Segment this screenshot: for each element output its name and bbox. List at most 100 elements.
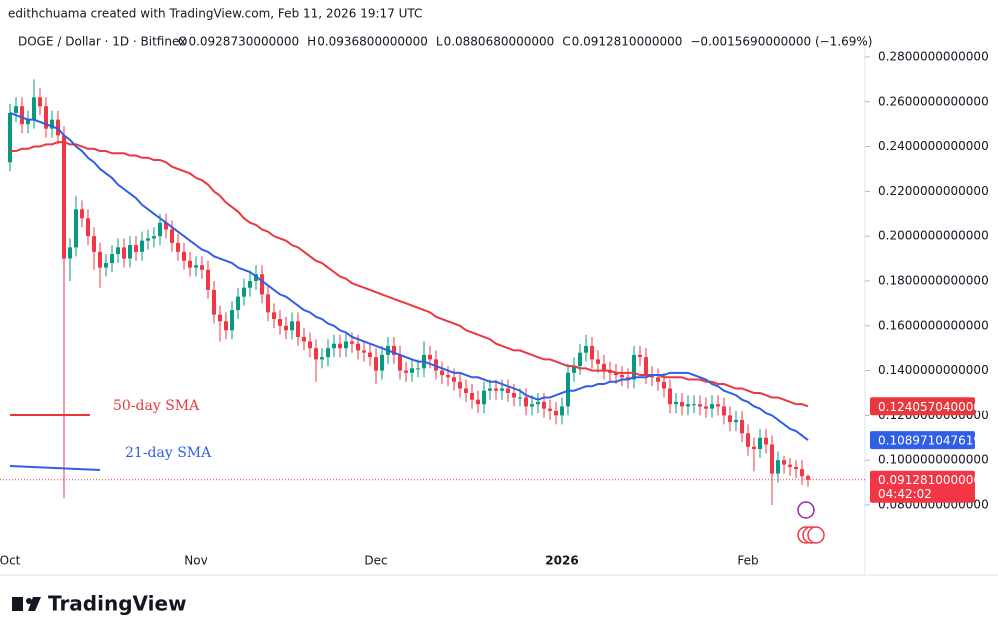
candle-body bbox=[260, 274, 264, 295]
candle-body bbox=[68, 247, 72, 259]
candle-body bbox=[500, 388, 504, 391]
ohlc-key: L bbox=[436, 35, 443, 49]
logo-mark bbox=[28, 597, 41, 611]
candle-body bbox=[62, 135, 66, 259]
y-tick-label: 0.1000000000000 bbox=[878, 453, 989, 467]
candle-body bbox=[644, 357, 648, 376]
candle-body bbox=[158, 222, 162, 237]
candle-body bbox=[314, 348, 318, 360]
candle-body bbox=[338, 343, 342, 349]
candle-body bbox=[392, 345, 396, 355]
candle-body bbox=[98, 251, 102, 268]
candle-body bbox=[620, 375, 624, 378]
y-tick-label: 0.2800000000000 bbox=[878, 49, 989, 63]
ohlc-value: 0.0912810000000 bbox=[572, 35, 683, 49]
candle-body bbox=[188, 260, 192, 268]
candle-body bbox=[50, 119, 54, 129]
candle-body bbox=[296, 321, 300, 337]
candle-body bbox=[80, 209, 84, 219]
candle-body bbox=[56, 119, 60, 136]
candle-body bbox=[266, 294, 270, 313]
candle-body bbox=[374, 357, 378, 371]
candle-body bbox=[482, 390, 486, 405]
candle-body bbox=[164, 222, 168, 230]
candle-body bbox=[590, 345, 594, 360]
candle-body bbox=[764, 437, 768, 445]
plot-area bbox=[0, 79, 865, 505]
countdown: 04:42:02 bbox=[878, 487, 932, 501]
legend-label: 21-day SMA bbox=[125, 445, 212, 461]
candle-body bbox=[710, 404, 714, 409]
candle-body bbox=[356, 343, 360, 351]
candle-body bbox=[26, 119, 30, 125]
x-tick-label: Nov bbox=[184, 554, 207, 568]
candle-body bbox=[410, 368, 414, 373]
candle-body bbox=[230, 310, 234, 331]
candle-body bbox=[578, 352, 582, 367]
candle-body bbox=[584, 345, 588, 353]
y-tick-label: 0.1800000000000 bbox=[878, 273, 989, 287]
candle-body bbox=[308, 341, 312, 349]
candle-body bbox=[134, 245, 138, 252]
candle-body bbox=[176, 242, 180, 252]
candle-body bbox=[38, 97, 42, 107]
sma-line bbox=[10, 141, 809, 408]
candle-body bbox=[602, 363, 606, 371]
candle-body bbox=[530, 404, 534, 407]
candle-body bbox=[194, 265, 198, 268]
candle-body bbox=[740, 419, 744, 434]
candle-body bbox=[242, 287, 246, 297]
candle-body bbox=[686, 404, 690, 407]
candle-body bbox=[224, 321, 228, 331]
y-tick-label: 0.2400000000000 bbox=[878, 139, 989, 153]
candle-body bbox=[554, 410, 558, 416]
candle-body bbox=[290, 321, 294, 331]
candle-body bbox=[728, 415, 732, 423]
candle-body bbox=[284, 325, 288, 331]
candle-body bbox=[104, 263, 108, 268]
candle-body bbox=[794, 466, 798, 470]
candle-body bbox=[758, 437, 762, 449]
price-badge bbox=[870, 397, 975, 416]
candle-body bbox=[368, 352, 372, 358]
candle-body bbox=[518, 397, 522, 399]
candle-body bbox=[614, 372, 618, 376]
candle-body bbox=[512, 392, 516, 398]
legend-swatch bbox=[9, 465, 101, 471]
candle-body bbox=[380, 354, 384, 371]
candle-body bbox=[632, 354, 636, 380]
y-tick-label: 0.1400000000000 bbox=[878, 363, 989, 377]
candle-body bbox=[572, 366, 576, 373]
candle-body bbox=[776, 460, 780, 474]
candle-body bbox=[788, 464, 792, 467]
candle-body bbox=[128, 245, 132, 259]
candle-body bbox=[404, 370, 408, 373]
legend-label: 50-day SMA bbox=[113, 398, 200, 414]
candle-body bbox=[8, 112, 12, 163]
candle-body bbox=[656, 377, 660, 382]
candle-body bbox=[494, 388, 498, 391]
candle-body bbox=[698, 404, 702, 407]
logo: TradingView bbox=[12, 592, 187, 616]
candle-body bbox=[674, 401, 678, 405]
candle-body bbox=[542, 401, 546, 409]
candle-body bbox=[332, 343, 336, 349]
candle-body bbox=[416, 368, 420, 370]
candle-body bbox=[746, 433, 750, 447]
candle-body bbox=[704, 406, 708, 409]
ohlc-key: O bbox=[178, 35, 187, 49]
x-tick-label: Feb bbox=[737, 554, 758, 568]
candle-body bbox=[206, 269, 210, 290]
price-change: −0.0015690000000 (−1.69%) bbox=[690, 35, 872, 49]
candle-body bbox=[800, 469, 804, 477]
y-tick-label: 0.2000000000000 bbox=[878, 229, 989, 243]
candle-body bbox=[650, 375, 654, 378]
candle-body bbox=[806, 476, 810, 480]
candle-body bbox=[344, 341, 348, 349]
candle-body bbox=[782, 460, 786, 465]
candle-body bbox=[470, 392, 474, 400]
candle-body bbox=[770, 444, 774, 474]
candle-body bbox=[248, 280, 252, 288]
candle-body bbox=[440, 370, 444, 376]
x-tick-label: 2026 bbox=[545, 554, 578, 568]
